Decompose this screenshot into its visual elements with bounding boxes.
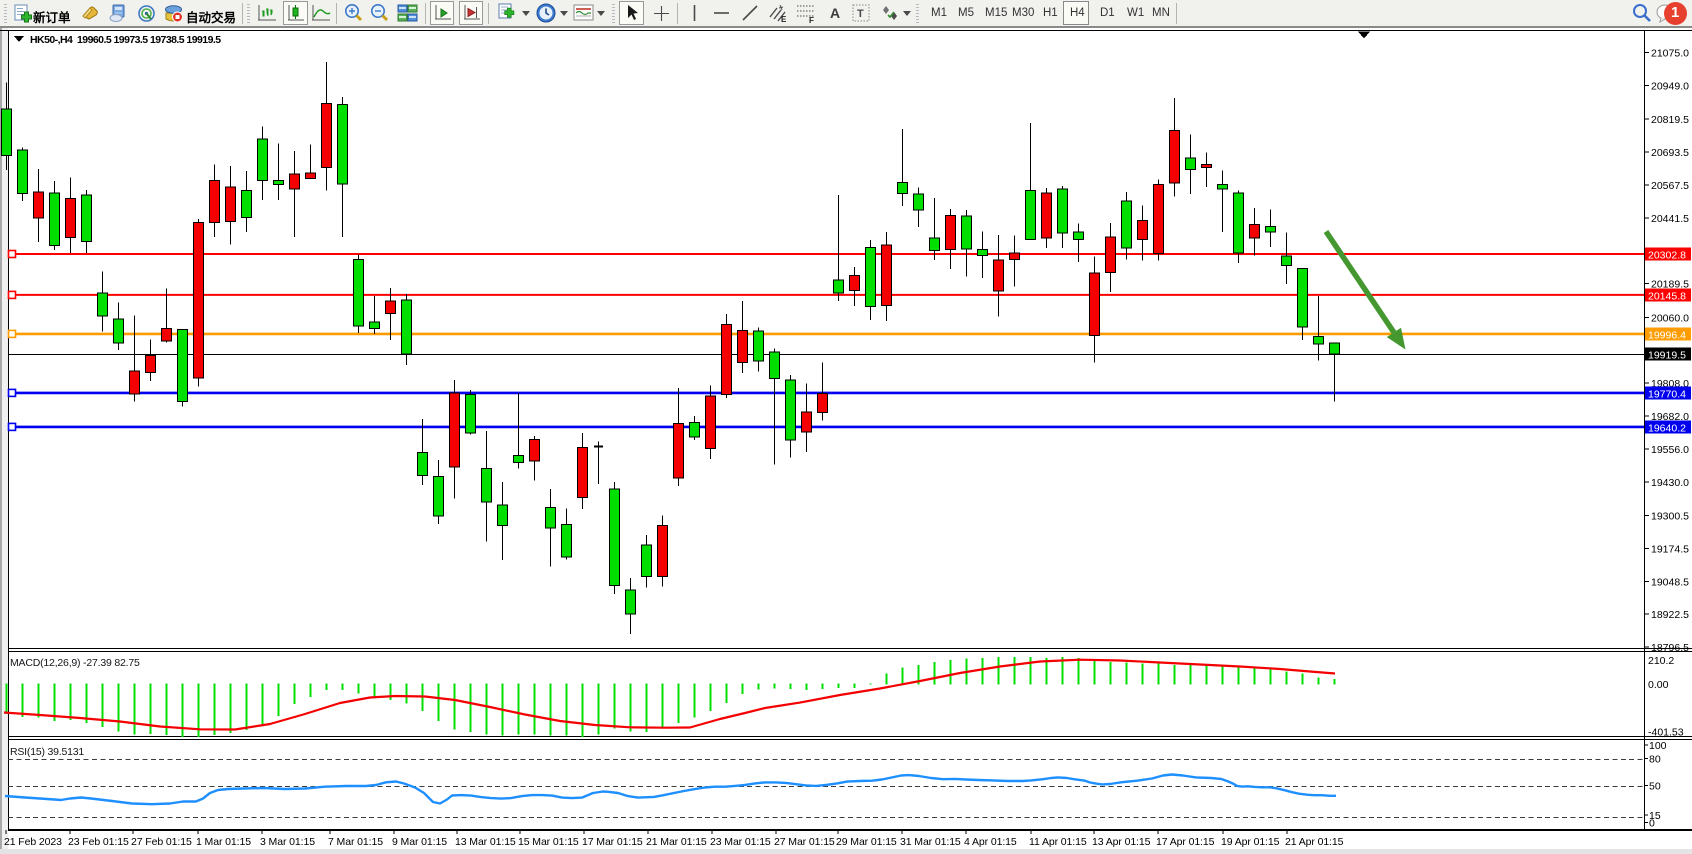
svg-text:4 Apr 01:15: 4 Apr 01:15 [964,836,1017,848]
svg-text:20189.5: 20189.5 [1651,279,1689,291]
svg-text:21 Mar 01:15: 21 Mar 01:15 [646,836,707,848]
svg-text:31 Mar 01:15: 31 Mar 01:15 [900,836,961,848]
svg-text:210.2: 210.2 [1648,655,1674,667]
svg-text:-401.53: -401.53 [1648,726,1684,738]
svg-text:MACD(12,26,9) -27.39 82.75: MACD(12,26,9) -27.39 82.75 [10,657,140,669]
svg-text:20567.5: 20567.5 [1651,180,1689,192]
svg-text:0: 0 [1649,817,1655,829]
svg-text:13 Apr 01:15: 13 Apr 01:15 [1092,836,1151,848]
svg-text:23 Mar 01:15: 23 Mar 01:15 [710,836,771,848]
svg-text:27 Feb 01:15: 27 Feb 01:15 [131,836,192,848]
svg-text:80: 80 [1649,754,1661,766]
svg-text:F: F [809,16,814,23]
svg-text:23 Feb 01:15: 23 Feb 01:15 [68,836,129,848]
svg-text:17 Mar 01:15: 17 Mar 01:15 [582,836,643,848]
svg-text:11 Apr 01:15: 11 Apr 01:15 [1029,836,1087,848]
svg-text:20060.0: 20060.0 [1651,312,1689,324]
svg-text:HK50-,H4 19960.5 19973.5 1973: HK50-,H4 19960.5 19973.5 19738.5 19919.5 [30,34,221,46]
svg-text:50: 50 [1649,781,1661,793]
svg-text:19430.0: 19430.0 [1651,477,1689,489]
svg-text:19770.4: 19770.4 [1648,388,1686,400]
svg-text:19174.5: 19174.5 [1651,543,1689,555]
svg-text:E: E [781,15,787,23]
svg-text:19300.5: 19300.5 [1651,511,1689,523]
svg-text:20819.5: 20819.5 [1651,114,1689,126]
svg-text:0.00: 0.00 [1648,679,1669,691]
svg-text:100: 100 [1649,740,1667,752]
svg-text:29 Mar 01:15: 29 Mar 01:15 [836,836,897,848]
svg-text:T: T [857,8,864,20]
svg-text:1 Mar 01:15: 1 Mar 01:15 [196,836,251,848]
svg-text:9 Mar 01:15: 9 Mar 01:15 [392,836,447,848]
svg-text:13 Mar 01:15: 13 Mar 01:15 [455,836,516,848]
svg-text:19919.5: 19919.5 [1648,350,1686,362]
svg-text:17 Apr 01:15: 17 Apr 01:15 [1156,836,1215,848]
svg-text:19640.2: 19640.2 [1648,422,1686,434]
svg-text:20302.8: 20302.8 [1648,250,1686,262]
svg-text:21075.0: 21075.0 [1651,47,1689,59]
svg-text:21 Apr 01:15: 21 Apr 01:15 [1285,836,1344,848]
svg-text:19048.5: 19048.5 [1651,576,1689,588]
svg-text:7 Mar 01:15: 7 Mar 01:15 [328,836,383,848]
svg-text:19682.0: 19682.0 [1651,411,1689,423]
svg-text:20949.0: 20949.0 [1651,80,1689,92]
svg-text:19996.4: 19996.4 [1648,329,1686,341]
svg-text:21 Feb 2023: 21 Feb 2023 [4,836,62,848]
svg-text:20693.5: 20693.5 [1651,147,1689,159]
svg-text:RSI(15) 39.5131: RSI(15) 39.5131 [10,746,84,758]
svg-text:15: 15 [1649,810,1661,822]
svg-text:15 Mar 01:15: 15 Mar 01:15 [518,836,579,848]
svg-text:18922.5: 18922.5 [1651,609,1689,621]
svg-text:27 Mar 01:15: 27 Mar 01:15 [774,836,835,848]
svg-text:3 Mar 01:15: 3 Mar 01:15 [260,836,315,848]
svg-text:19 Apr 01:15: 19 Apr 01:15 [1221,836,1280,848]
svg-text:20145.8: 20145.8 [1648,290,1686,302]
svg-text:18796.5: 18796.5 [1651,642,1689,654]
svg-text:20441.5: 20441.5 [1651,213,1689,225]
svg-text:19556.0: 19556.0 [1651,444,1689,456]
